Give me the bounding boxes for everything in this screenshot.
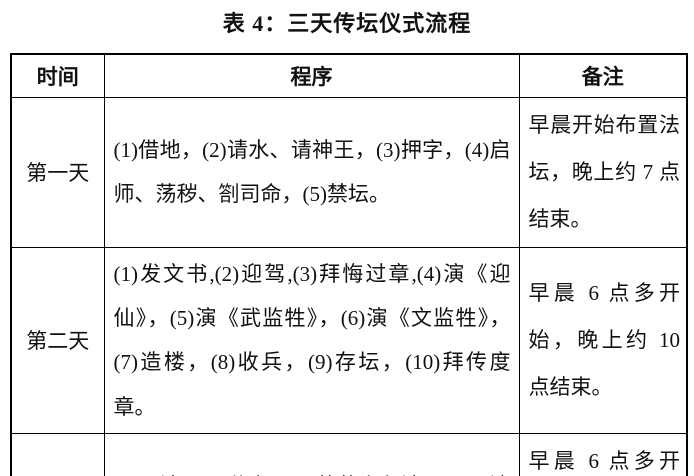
day2-procedure-cell: (1)发文书,(2)迎驾,(3)拜悔过章,(4)演《迎仙》，(5)演《武监牲》，… xyxy=(103,247,520,434)
column-header-time: 时间 xyxy=(10,53,105,98)
day3-procedure-cell: (1)贯法，(2)辞亲，(3)赴茅山拜法，(4)三清台传法,(5)回坛参圣,(6… xyxy=(103,432,520,476)
table-row-day2: 第二天 (1)发文书,(2)迎驾,(3)拜悔过章,(4)演《迎仙》，(5)演《武… xyxy=(10,247,688,434)
table-caption: 表 4：三天传坛仪式流程 xyxy=(222,11,472,36)
day1-procedure-cell: (1)借地，(2)请水、请神王，(3)押字，(4)启师、荡秽、劄司命，(5)禁坛… xyxy=(103,96,520,249)
day3-note-cell: 早晨 6 点多开始，下午 6 点多结束。 xyxy=(518,432,688,476)
day3-time-cell: 第三天 xyxy=(10,432,105,476)
table-row-day1: 第一天 (1)借地，(2)请水、请神王，(3)押字，(4)启师、荡秽、劄司命，(… xyxy=(10,96,688,249)
day2-time-cell: 第二天 xyxy=(10,247,105,434)
day2-note-cell: 早晨 6 点多开始，晚上约 10 点结束。 xyxy=(518,247,688,434)
day1-time-cell: 第一天 xyxy=(10,96,105,249)
day1-note-cell: 早晨开始布置法坛，晚上约 7 点结束。 xyxy=(518,96,688,249)
column-header-procedure: 程序 xyxy=(103,53,520,98)
table-header-row: 时间 程序 备注 xyxy=(10,53,688,98)
ritual-schedule-table: 时间 程序 备注 第一天 (1)借地，(2)请水、请神王，(3)押字，(4)启师… xyxy=(10,53,688,476)
table-row-day3: 第三天 (1)贯法，(2)辞亲，(3)赴茅山拜法，(4)三清台传法,(5)回坛参… xyxy=(10,432,688,476)
column-header-note: 备注 xyxy=(518,53,688,98)
